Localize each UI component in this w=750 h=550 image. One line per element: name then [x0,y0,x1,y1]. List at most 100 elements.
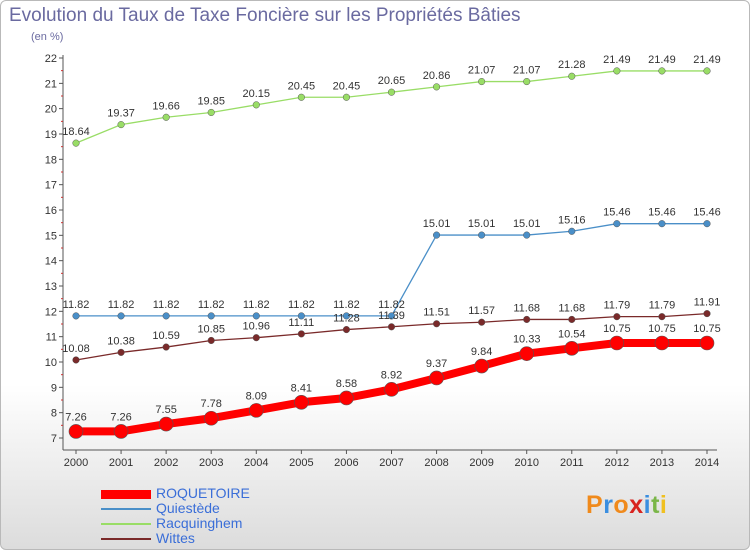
data-point [523,315,531,323]
data-point [523,231,531,239]
legend-label: Racquinghem [156,515,243,531]
legend-swatch [101,523,151,525]
y-tick-label: 21 [45,78,57,90]
data-label: 8.92 [381,369,402,381]
data-point [342,312,350,320]
data-label: 11.82 [108,299,135,311]
data-point [162,343,170,351]
data-label: 15.01 [468,218,496,230]
data-label: 7.55 [155,404,176,416]
data-label: 15.16 [558,214,586,226]
data-label: 9.84 [471,346,492,358]
data-label: 15.01 [423,218,451,230]
data-label: 15.01 [513,218,541,230]
data-point [207,336,215,345]
data-label: 20.86 [423,70,451,82]
legend-swatch [101,508,151,510]
data-label: 11.82 [243,299,270,311]
data-label: 11.82 [198,299,225,311]
y-tick-label: 20 [45,104,57,116]
data-point [609,335,625,351]
series-racquinghem: 18.64 19.37 19.66 19.85 20.15 20.45 20.45 20.65… [62,54,721,147]
data-label: 11.82 [333,299,360,311]
data-label: 20.45 [288,80,316,92]
data-label: 10.59 [152,330,180,342]
data-point [568,227,576,235]
legend-label: Wittes [156,530,195,546]
data-point [207,312,215,320]
data-label: 9.37 [426,358,447,370]
y-tick-label: 7 [51,433,57,445]
data-label: 11.11 [288,317,314,329]
data-label: 11.28 [333,313,360,325]
data-label: 11.82 [288,299,315,311]
data-label: 20.45 [333,80,361,92]
data-point [207,108,215,117]
data-label: 10.54 [558,328,586,340]
y-tick-label: 13 [45,281,57,293]
data-point [387,323,396,331]
x-tick-label: 2010 [514,457,538,469]
data-point [342,93,350,101]
y-tick-label: 16 [45,205,57,217]
y-tick-label: 11 [46,332,57,344]
y-tick-label: 12 [45,306,57,318]
data-label: 10.75 [648,323,676,335]
data-label: 8.09 [246,390,267,402]
logo-letter: i [659,491,668,519]
data-label: 20.15 [243,88,271,100]
y-tick-label: 15 [45,230,57,242]
data-point [117,312,125,320]
data-point [654,335,670,351]
data-label: 11.79 [603,300,630,312]
data-point [658,67,666,75]
x-tick-label: 2001 [109,457,133,469]
data-label: 15.46 [603,207,631,219]
data-label: 11.68 [558,302,585,314]
data-label: 20.65 [378,75,406,87]
data-label: 19.85 [197,95,225,107]
x-tick-label: 2004 [244,457,268,469]
data-point [387,88,396,96]
series-roquetoire: 7.26 7.26 7.55 7.78 8.09 8.41 8.58 8.92 9.37 9.84… [65,323,721,439]
data-label: 8.58 [336,378,357,390]
data-point [703,220,711,228]
data-label: 11.57 [468,305,495,317]
data-point [117,121,125,129]
data-label: 7.78 [201,398,222,410]
series-quiest-de: 11.82 11.82 11.82 11.82 11.82 11.82 11.82 11.82… [63,207,721,320]
data-point [158,416,174,432]
data-label: 21.07 [468,65,496,77]
data-label: 15.46 [693,207,721,219]
data-point [658,313,666,321]
data-point [252,101,260,109]
legend-label: ROQUETOIRE [156,485,250,501]
data-label: 11.79 [649,300,676,312]
data-point [478,231,486,239]
x-tick-label: 2014 [695,457,719,469]
x-tick-label: 2006 [334,457,358,469]
data-point [72,356,80,364]
y-tick-label: 17 [45,180,57,192]
data-label: 11.82 [153,299,180,311]
data-point [703,310,711,318]
data-label: 18.64 [62,126,90,138]
logo-letter: P [586,491,604,519]
data-label: 21.49 [603,54,631,66]
x-tick-label: 2000 [64,457,88,469]
data-label: 11.68 [513,302,540,314]
data-label: 10.38 [107,335,135,347]
data-label: 10.33 [513,334,541,346]
data-point [568,315,576,323]
data-point [433,83,441,91]
data-point [252,312,260,320]
data-point [203,410,219,426]
data-label: 21.49 [648,54,676,66]
data-point [72,312,80,320]
data-point [342,326,350,334]
data-point [68,424,84,439]
chart-title: Evolution du Taux de Taxe Foncière sur l… [9,5,521,26]
data-point [433,231,441,239]
